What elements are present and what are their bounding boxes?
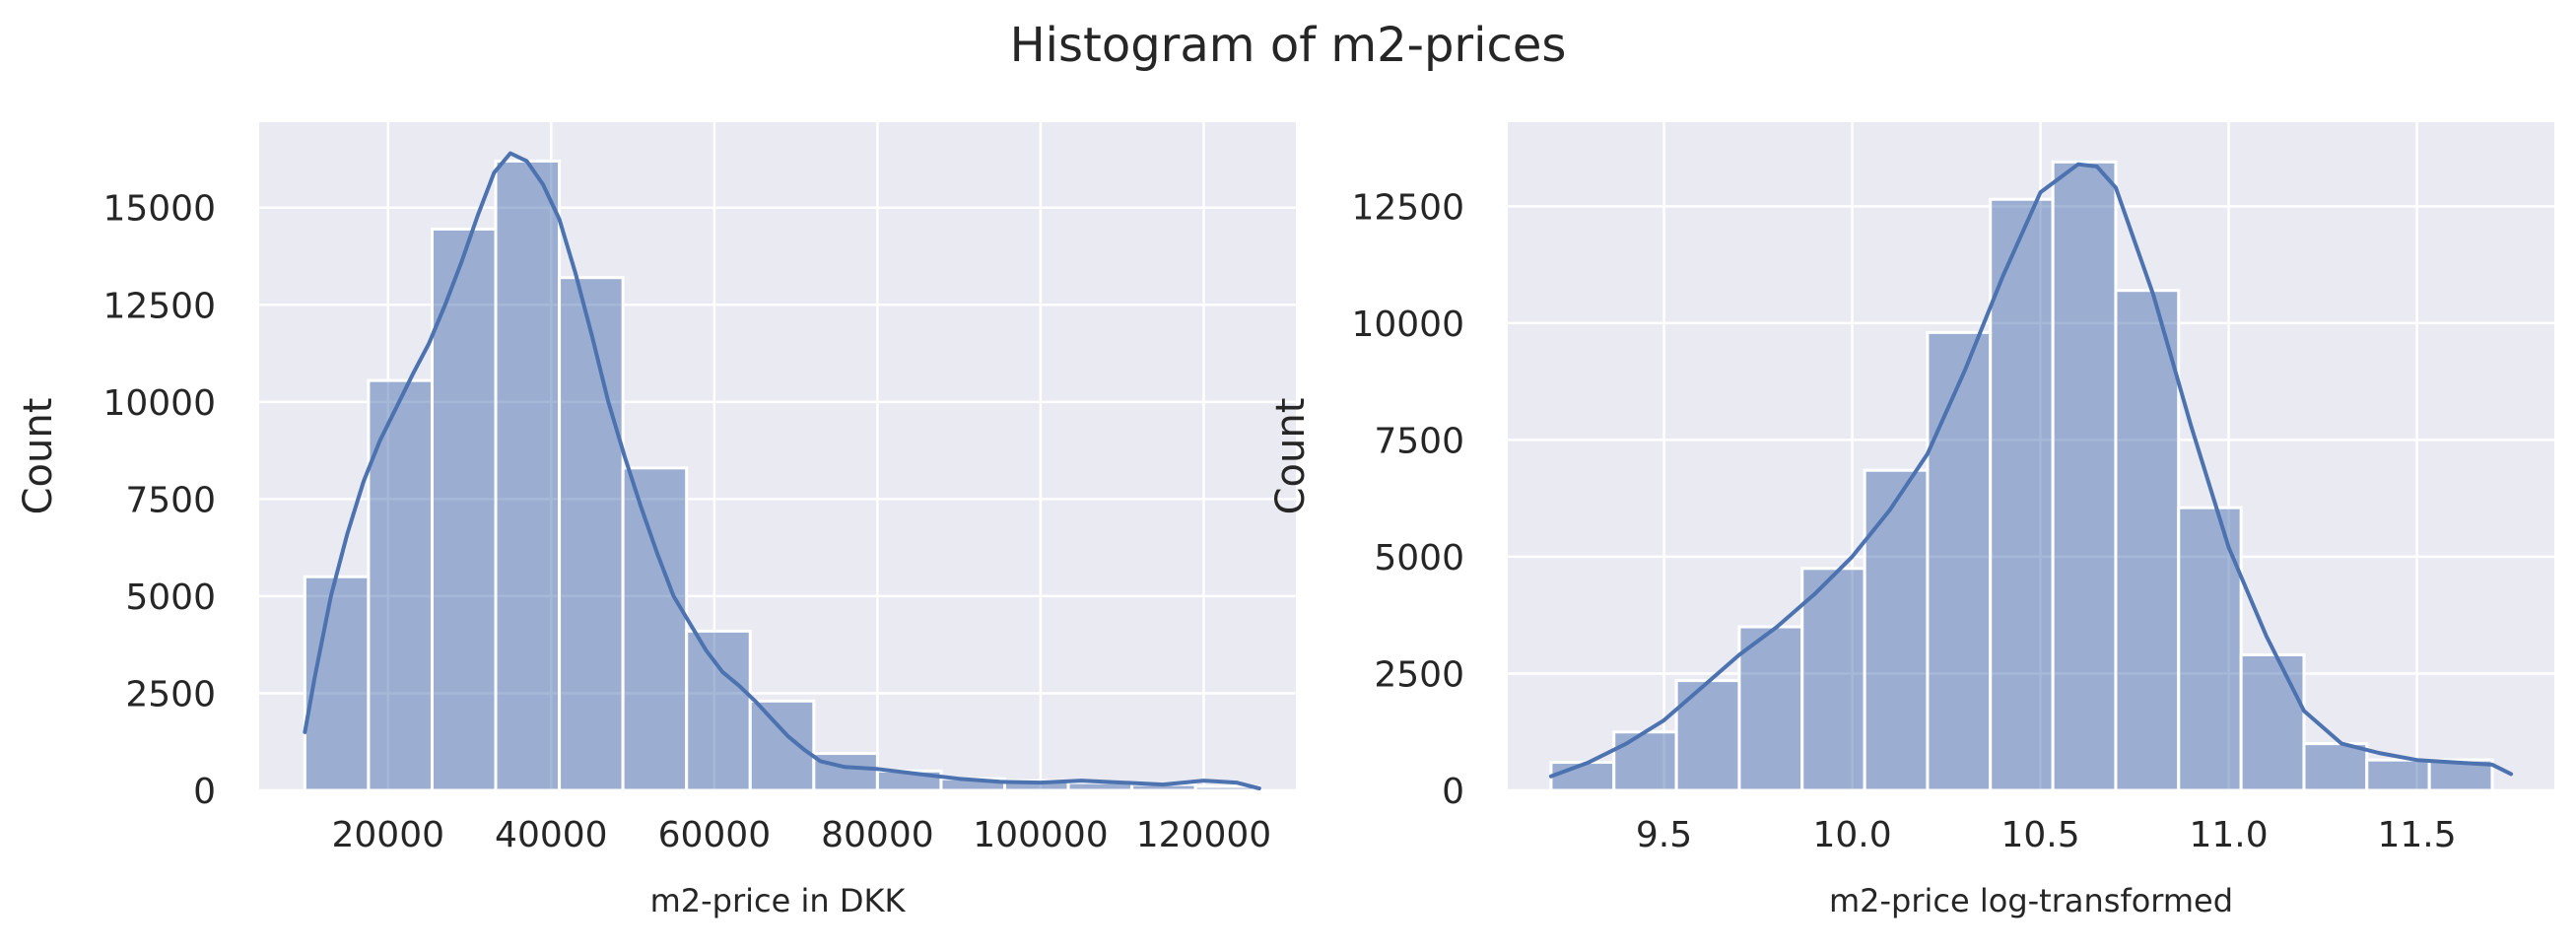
x-tick-label: 80000 xyxy=(821,815,934,855)
x-tick-label: 10.5 xyxy=(2000,815,2079,855)
y-tick-label: 12500 xyxy=(1351,187,1464,228)
histogram-bar xyxy=(812,752,879,792)
x-axis-label: m2-price log-transformed xyxy=(1829,882,2233,919)
kde-line xyxy=(303,151,1261,790)
histogram-bar xyxy=(558,276,625,792)
x-tick-label: 11.0 xyxy=(2189,815,2268,855)
histogram-bar xyxy=(621,466,689,792)
y-axis-label: Count xyxy=(1268,398,1314,515)
y-tick-label: 5000 xyxy=(125,577,216,618)
y-axis-label: Count xyxy=(16,398,61,515)
y-tick-label: 7500 xyxy=(125,480,216,520)
histogram-bar xyxy=(1863,468,1930,792)
y-tick-label: 5000 xyxy=(1374,538,1464,578)
histogram-bar xyxy=(685,629,752,792)
figure-title: Histogram of m2-prices xyxy=(1009,18,1567,73)
histogram-bar xyxy=(748,699,816,792)
histogram-bar xyxy=(1674,679,1741,792)
x-tick-label: 20000 xyxy=(332,815,445,855)
y-tick-label: 10000 xyxy=(102,383,216,424)
chart-panel-1: 20000 40000 60000 80000 100000 120000 0 2500 500… xyxy=(16,122,1296,919)
x-tick-label: 11.5 xyxy=(2377,815,2456,855)
y-tick-label: 0 xyxy=(1442,772,1464,812)
x-tick-label: 120000 xyxy=(1136,815,1271,855)
y-tick-label: 15000 xyxy=(102,189,216,230)
y-tick-label: 10000 xyxy=(1351,305,1464,345)
histogram-bar xyxy=(1737,625,1804,792)
chart-panel-2: 9.5 10.0 10.5 11.0 11.5 0 2500 5000 7500 10000 125… xyxy=(1268,122,2554,919)
x-tick-label: 10.0 xyxy=(1812,815,1891,855)
x-tick-label: 9.5 xyxy=(1636,815,1692,855)
kde-line xyxy=(1548,162,2514,779)
histogram-bar xyxy=(1926,330,1993,792)
x-tick-label: 60000 xyxy=(658,815,772,855)
x-tick-label: 40000 xyxy=(495,815,608,855)
y-tick-label: 12500 xyxy=(102,286,216,326)
histogram-bar xyxy=(1800,567,1866,792)
histogram-bar xyxy=(2114,289,2181,792)
y-tick-label: 7500 xyxy=(1374,421,1464,461)
y-tick-label: 0 xyxy=(193,772,216,812)
histogram-bar xyxy=(2051,160,2118,792)
histogram-bar xyxy=(2365,758,2431,792)
histogram-bar xyxy=(1612,730,1678,792)
y-tick-label: 2500 xyxy=(1374,654,1464,695)
y-tick-label: 2500 xyxy=(125,674,216,714)
histogram-bar xyxy=(367,378,434,792)
histogram-bar xyxy=(1989,197,2055,792)
histogram-bar xyxy=(494,159,562,792)
histogram-bar xyxy=(430,227,498,792)
x-tick-label: 100000 xyxy=(973,815,1108,855)
x-axis-label: m2-price in DKK xyxy=(650,882,907,919)
histogram-bar xyxy=(2302,742,2369,792)
histogram-bar xyxy=(2239,653,2306,792)
